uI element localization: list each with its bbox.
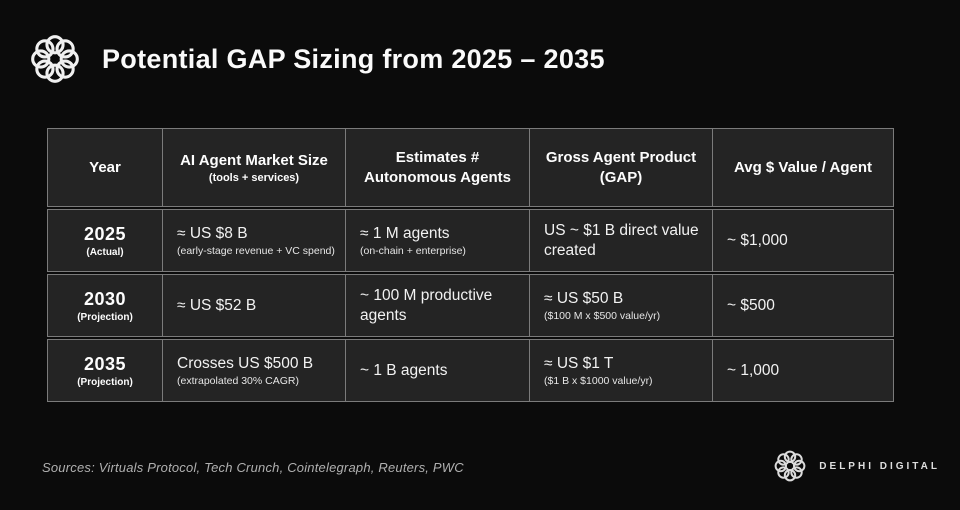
market-size-cell: Crosses US $500 B (extrapolated 30% CAGR…	[162, 340, 345, 401]
year-cell: 2030 (Projection)	[48, 275, 162, 336]
column-header-label: Year	[89, 158, 121, 176]
year-note: (Actual)	[86, 246, 124, 258]
gap-cell: US ~ $1 B direct value created	[529, 210, 712, 271]
cell-value: ≈ US $8 B	[177, 224, 248, 242]
gap-cell: ≈ US $50 B ($100 M x $500 value/yr)	[529, 275, 712, 336]
year-note: (Projection)	[77, 376, 133, 388]
year-cell: 2035 (Projection)	[48, 340, 162, 401]
year-cell: 2025 (Actual)	[48, 210, 162, 271]
brand-footer: DELPHI DIGITAL	[770, 446, 940, 486]
table-row-2030: 2030 (Projection) ≈ US $52 B ~ 100 M pro…	[47, 274, 894, 337]
table-row-2035: 2035 (Projection) Crosses US $500 B (ext…	[47, 339, 894, 402]
column-header-year: Year	[48, 129, 162, 206]
column-header-label: Avg $ Value / Agent	[733, 158, 873, 176]
cell-value: ≈ US $50 B	[544, 289, 624, 307]
column-header-gap: Gross Agent Product (GAP)	[529, 129, 712, 206]
sources-note: Sources: Virtuals Protocol, Tech Crunch,…	[42, 460, 464, 475]
brand-wordmark: DELPHI DIGITAL	[819, 460, 940, 472]
column-header-label: Estimates # Autonomous Agents	[364, 149, 511, 186]
table-row-2025: 2025 (Actual) ≈ US $8 B (early-stage rev…	[47, 209, 894, 272]
cell-value: ≈ US $52 B	[177, 296, 257, 314]
cell-note: (early-stage revenue + VC spend)	[177, 244, 335, 257]
agents-cell: ~ 100 M productive agents	[345, 275, 529, 336]
cell-value: ~ $1,000	[727, 231, 788, 249]
cell-value: US ~ $1 B direct value created	[544, 222, 699, 259]
column-header-subtext: (tools + services)	[208, 171, 300, 184]
cell-value: Crosses US $500 B	[177, 354, 314, 372]
avg-value-cell: ~ $1,000	[712, 210, 893, 271]
cell-note: ($1 B x $1000 value/yr)	[544, 374, 653, 387]
avg-value-cell: ~ 1,000	[712, 340, 893, 401]
cell-note: (on-chain + enterprise)	[360, 244, 466, 257]
year-note: (Projection)	[77, 311, 133, 323]
cell-note: (extrapolated 30% CAGR)	[177, 374, 299, 387]
column-header-label: Gross Agent Product (GAP)	[545, 149, 697, 186]
column-header-label: AI Agent Market Size	[180, 152, 328, 170]
year-value: 2035	[83, 353, 127, 374]
year-value: 2030	[83, 288, 127, 309]
table-header-row: Year AI Agent Market Size (tools + servi…	[47, 128, 894, 207]
cell-value: ~ 1,000	[727, 361, 780, 379]
column-header-market-size: AI Agent Market Size (tools + services)	[162, 129, 345, 206]
agents-cell: ≈ 1 M agents (on-chain + enterprise)	[345, 210, 529, 271]
agents-cell: ~ 1 B agents	[345, 340, 529, 401]
cell-value: ~ $500	[727, 296, 775, 314]
avg-value-cell: ~ $500	[712, 275, 893, 336]
cell-value: ~ 100 M productive agents	[360, 287, 493, 324]
cell-value: ~ 1 B agents	[360, 361, 448, 379]
gap-cell: ≈ US $1 T ($1 B x $1000 value/yr)	[529, 340, 712, 401]
cell-value: ≈ US $1 T	[544, 354, 614, 372]
gap-sizing-table: Year AI Agent Market Size (tools + servi…	[47, 128, 894, 404]
market-size-cell: ≈ US $8 B (early-stage revenue + VC spen…	[162, 210, 345, 271]
delphi-knot-logo-icon	[31, 35, 79, 83]
column-header-avg-value: Avg $ Value / Agent	[712, 129, 893, 206]
cell-note: ($100 M x $500 value/yr)	[544, 309, 661, 322]
column-header-autonomous-agents: Estimates # Autonomous Agents	[345, 129, 529, 206]
year-value: 2025	[83, 223, 127, 244]
cell-value: ≈ 1 M agents	[360, 224, 450, 242]
slide-header: Potential GAP Sizing from 2025 – 2035	[24, 28, 605, 90]
market-size-cell: ≈ US $52 B	[162, 275, 345, 336]
delphi-knot-logo-icon	[774, 450, 806, 482]
page-title: Potential GAP Sizing from 2025 – 2035	[102, 43, 605, 74]
